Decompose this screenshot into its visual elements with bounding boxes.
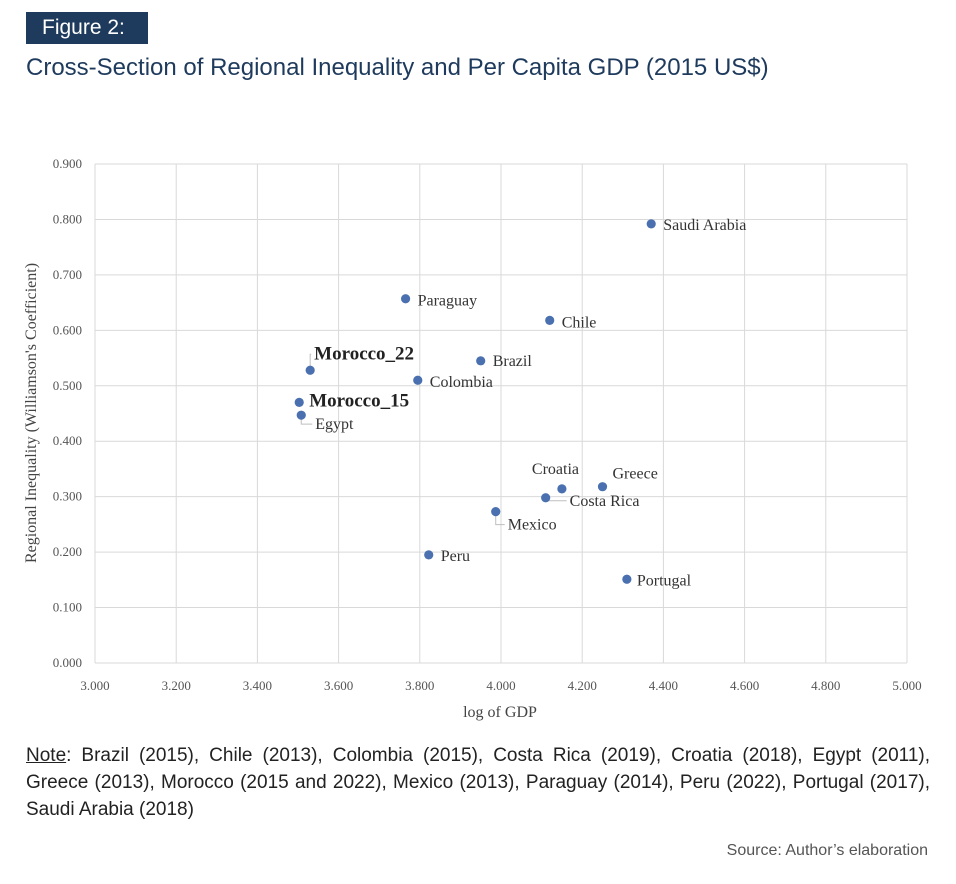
point-costa-rica [541,493,551,503]
label-colombia: Colombia [430,374,493,391]
point-morocco-15 [294,397,304,408]
x-tick-label: 4.400 [649,678,678,693]
label-paraguay: Paraguay [418,293,478,310]
point-mexico [491,507,501,517]
point-brazil [476,356,486,366]
point-saudi-arabia [646,219,656,229]
note-text: : Brazil (2015), Chile (2013), Colombia … [26,745,930,820]
label-portugal: Portugal [637,572,692,589]
label-greece: Greece [613,466,658,483]
point-greece [597,482,608,492]
x-tick-label: 3.200 [162,678,191,693]
label-costa-rica: Costa Rica [570,493,640,510]
y-tick-label: 0.700 [53,267,82,282]
y-tick-label: 0.800 [53,211,82,226]
note-label: Note [26,745,67,766]
point-portugal [622,574,632,584]
point-paraguay [400,294,411,304]
y-tick-label: 0.300 [53,489,82,504]
point-egypt [296,410,306,420]
x-axis-label: log of GDP [463,704,537,721]
x-tick-label: 4.000 [486,678,515,693]
point-colombia [413,375,423,385]
label-saudi-arabia: Saudi Arabia [663,217,746,234]
y-tick-label: 0.200 [53,544,82,559]
x-tick-label: 3.000 [80,678,109,693]
scatter-chart: 3.000 3.200 3.400 3.600 3.800 4.000 4.200 4.400… [23,156,922,721]
chart-grid [94,163,908,664]
label-croatia: Croatia [532,461,579,478]
y-tick-label: 0.600 [53,322,82,337]
label-mexico: Mexico [508,517,557,534]
x-tick-label: 5.000 [892,678,921,693]
x-tick-label: 3.400 [243,678,272,693]
x-tick-label: 4.600 [730,678,759,693]
x-tick-label: 3.800 [405,678,434,693]
figure-note: Note: Brazil (2015), Chile (2013), Colom… [26,742,930,823]
point-labels: Saudi Arabia Paraguay Chile Brazil Morocco_2… [309,217,746,589]
label-egypt: Egypt [315,416,354,433]
point-chile [545,315,555,325]
label-chile: Chile [562,314,597,331]
y-tick-label: 0.900 [53,156,82,171]
x-tick-label: 4.800 [811,678,840,693]
label-morocco-22: Morocco_22 [314,343,414,364]
leader-morocco-22 [309,353,312,371]
x-tick-label: 3.600 [324,678,353,693]
figure-title: Cross-Section of Regional Inequality and… [26,54,769,81]
x-tick-label: 4.200 [568,678,597,693]
figure-badge: Figure 2: [26,12,148,44]
label-brazil: Brazil [493,353,533,370]
chart-points [294,219,656,584]
source-credit: Source: Author’s elaboration [726,842,928,859]
y-axis-label: Regional Inequality (Williamson's Coeffi… [23,263,40,563]
point-croatia [557,484,567,494]
label-morocco-15: Morocco_15 [309,390,409,411]
y-tick-label: 0.400 [53,433,82,448]
point-peru [424,550,434,560]
point-morocco-22 [305,365,315,375]
label-peru: Peru [441,548,470,565]
y-tick-label: 0.500 [53,378,82,393]
y-tick-label: 0.000 [53,655,82,670]
y-tick-label: 0.100 [53,600,82,615]
chart-ticks: 3.000 3.200 3.400 3.600 3.800 4.000 4.200 4.400… [53,156,922,693]
